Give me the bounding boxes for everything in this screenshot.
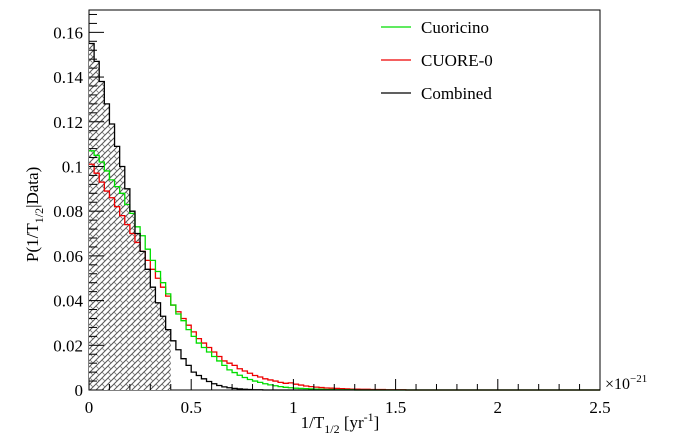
x-tick-label: 1.5 <box>385 398 406 417</box>
legend: Cuoricino CUORE-0 Combined <box>381 18 493 103</box>
plot-frame <box>88 9 601 391</box>
y-tick-label: 0.16 <box>53 23 83 42</box>
axis-ticks: 0 0.5 1 1.5 2 2.5 0 0.02 0.04 0.06 0.08 0.1 0.12 0.14… <box>53 13 611 417</box>
x-tick-label: 0 <box>85 398 94 417</box>
x-exponent-label: ×10−21 <box>605 373 647 393</box>
y-tick-label: 0 <box>75 381 84 400</box>
y-tick-label: 0.08 <box>53 202 83 221</box>
x-tick-label: 2.5 <box>589 398 610 417</box>
y-tick-label: 0.14 <box>53 68 83 87</box>
y-tick-label: 0.1 <box>62 157 83 176</box>
y-tick-label: 0.02 <box>53 336 83 355</box>
x-axis-title: 1/T1/2 [yr-1] <box>301 410 380 436</box>
y-tick-label: 0.04 <box>53 292 83 311</box>
y-tick-label: 0.12 <box>53 113 83 132</box>
series-line-combined <box>89 42 600 391</box>
y-axis-title: P(1/T1/2|Data) <box>23 167 46 262</box>
x-tick-label: 0.5 <box>181 398 202 417</box>
legend-label: Cuoricino <box>421 18 489 37</box>
x-tick-label: 2 <box>494 398 503 417</box>
legend-label: CUORE-0 <box>421 51 493 70</box>
combined-shaded-region <box>89 43 171 390</box>
x-tick-label: 1 <box>289 398 298 417</box>
y-tick-label: 0.06 <box>53 247 83 266</box>
legend-label: Combined <box>421 84 492 103</box>
series-layer <box>89 42 600 391</box>
